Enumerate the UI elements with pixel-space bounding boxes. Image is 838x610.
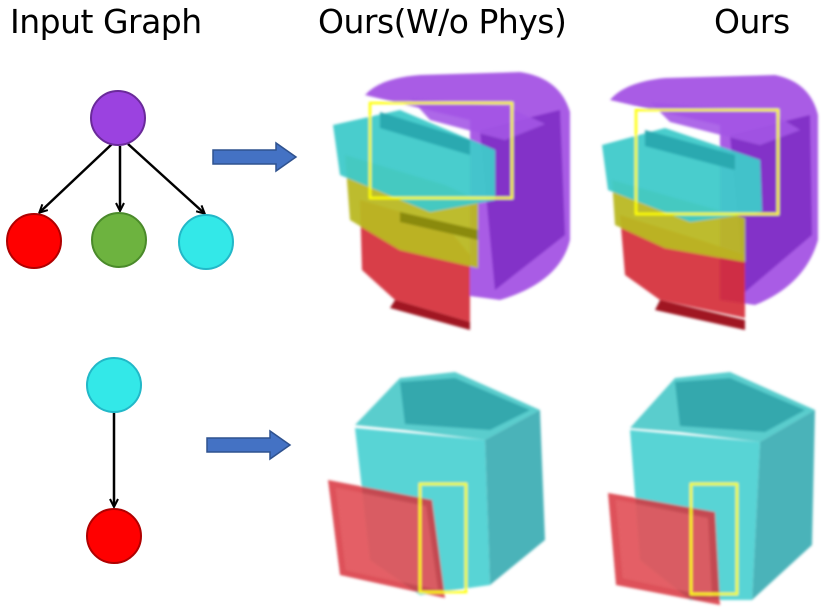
header-input-graph: Input Graph — [10, 2, 202, 41]
graph-row-1 — [6, 90, 234, 270]
header-ours: Ours — [714, 2, 790, 41]
graph-node-child-2 — [91, 212, 147, 268]
cabinet-render-without-phys — [333, 72, 570, 330]
highlight-box — [634, 108, 780, 216]
graph-node-child-1 — [6, 213, 62, 269]
graph-node-child-3 — [178, 214, 234, 270]
arrow-right-icon — [206, 429, 292, 461]
edge — [40, 143, 113, 212]
highlight-box — [689, 482, 739, 596]
highlight-box — [368, 101, 514, 200]
highlight-box — [418, 482, 468, 594]
box-render-ours — [608, 372, 815, 605]
arrow-right-icon — [212, 141, 298, 173]
graph-node-child-1 — [86, 508, 142, 564]
box-render-without-phys — [328, 372, 545, 598]
graph-node-root — [90, 90, 146, 146]
graph-row-2 — [86, 357, 142, 564]
edge — [127, 143, 204, 213]
cabinet-render-ours — [602, 75, 818, 330]
header-without-phys: Ours(W/o Phys) — [318, 2, 567, 41]
graph-node-root — [86, 357, 142, 413]
